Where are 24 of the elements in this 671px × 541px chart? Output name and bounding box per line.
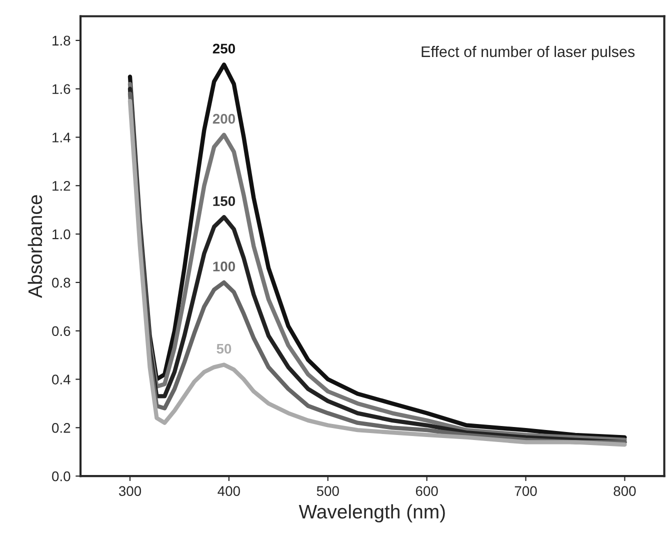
x-tick-label: 700 bbox=[514, 486, 537, 496]
series-label: 50 bbox=[216, 344, 232, 354]
series-label: 200 bbox=[212, 114, 236, 124]
y-tick-label: 1.2 bbox=[52, 180, 70, 191]
y-tick-label: 0.0 bbox=[52, 471, 70, 482]
x-tick-label: 400 bbox=[218, 486, 240, 496]
y-tick-label: 0.6 bbox=[52, 326, 70, 336]
series-label: 100 bbox=[213, 262, 236, 272]
x-tick-label: 800 bbox=[614, 486, 636, 496]
annotation: Effect of number of laser pulses bbox=[422, 46, 635, 60]
series-label: 250 bbox=[212, 44, 236, 54]
x-tick-label: 500 bbox=[316, 486, 339, 496]
y-tick-label: 1.4 bbox=[52, 132, 70, 142]
y-axis-title: Absorbance bbox=[28, 195, 42, 298]
series-label: 150 bbox=[213, 196, 236, 206]
y-tick-label: 0.2 bbox=[52, 423, 70, 433]
y-tick-label: 1.0 bbox=[52, 229, 70, 240]
y-tick-label: 0.8 bbox=[52, 278, 70, 288]
x-tick-label: 600 bbox=[416, 486, 438, 496]
x-axis-title: Wavelength (nm) bbox=[298, 504, 445, 522]
y-tick-label: 1.6 bbox=[52, 84, 70, 94]
x-tick-label: 300 bbox=[118, 486, 142, 496]
y-tick-label: 1.8 bbox=[52, 36, 70, 46]
y-tick-label: 0.4 bbox=[52, 374, 70, 384]
